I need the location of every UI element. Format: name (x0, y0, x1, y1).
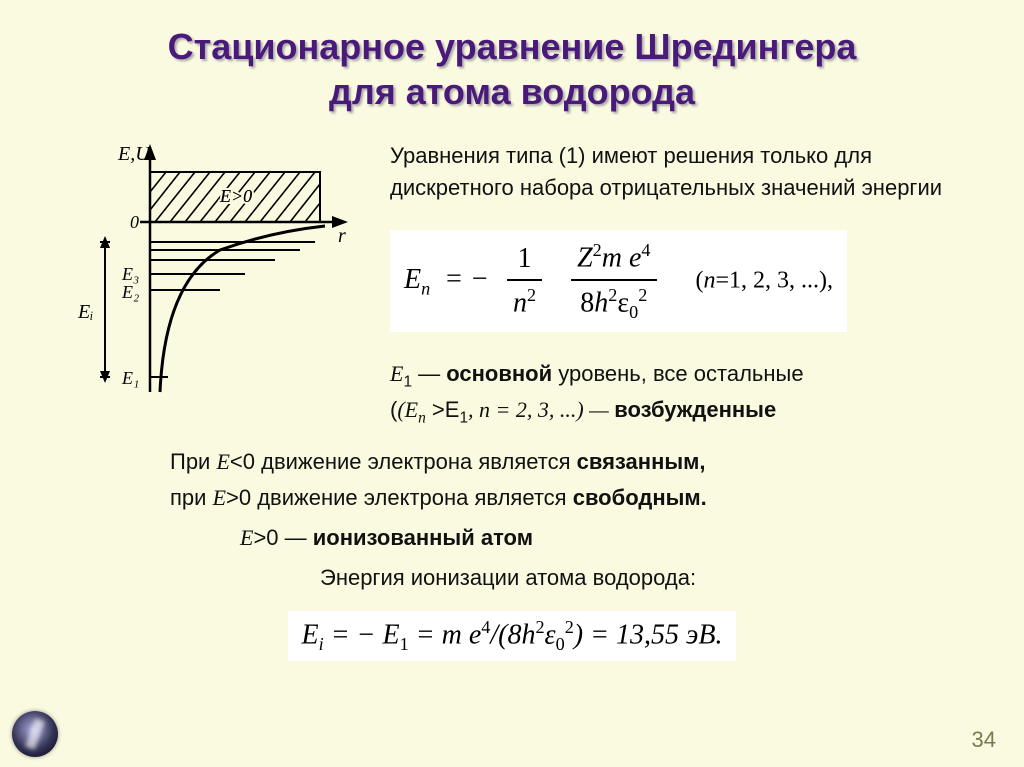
svg-text:E₁: E₁ (121, 368, 139, 388)
page-number: 34 (972, 727, 996, 753)
svg-text:E₂: E₂ (121, 282, 139, 302)
energy-diagram: E,U r (60, 132, 360, 417)
logo-icon (12, 711, 58, 757)
intro-text: Уравнения типа (1) имеют решения только … (390, 140, 964, 204)
formula-paren: =1, 2, 3, ...), (716, 268, 834, 294)
yaxis-label: E,U (117, 143, 151, 165)
svg-text:E₃: E₃ (121, 264, 139, 284)
slide-title: Стационарное уравнение Шредингера для ат… (60, 24, 964, 114)
ionization-energy-label: Энергия ионизации атома водорода: (320, 562, 964, 594)
svg-text:0: 0 (130, 212, 139, 232)
ionization-formula: Ei = − E1 = m e4/(8h2ε02) = 13,55 эВ. (288, 611, 737, 661)
energy-formula: En = − 1n2 Z2m e48h2ε02 (n=1, 2, 3, ...)… (390, 230, 847, 333)
ionized-line: E>0 — ионизованный атом (240, 522, 964, 554)
free-line: при E>0 движение электрона является своб… (170, 482, 964, 514)
hatched-region: E>0 E>0 (150, 172, 320, 222)
ground-state-line: E1 — основной уровень, все остальные ((E… (390, 358, 964, 429)
xaxis-label: r (338, 225, 346, 247)
bound-line: При E<0 движение электрона является связ… (170, 446, 964, 478)
title-line-2: для атома водорода (329, 71, 695, 112)
svg-text:E>0: E>0 (219, 186, 252, 206)
title-line-1: Стационарное уравнение Шредингера (168, 26, 857, 67)
svg-text:Eᵢ: Eᵢ (77, 301, 93, 323)
